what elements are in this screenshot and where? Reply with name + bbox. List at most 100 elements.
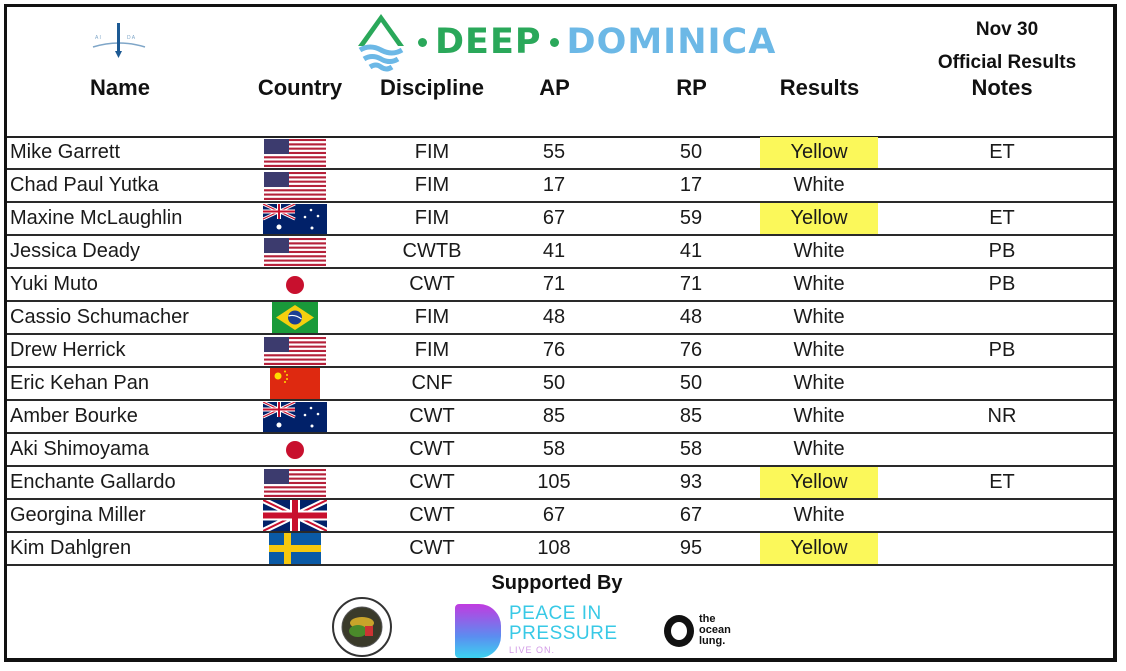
notes xyxy=(952,368,1052,399)
aida-logo-icon: A I D A xyxy=(92,23,146,58)
notes xyxy=(952,434,1052,465)
date-block: Nov 30 Official Results xyxy=(907,13,1107,79)
realized-performance: 67 xyxy=(679,504,703,526)
realized-performance: 50 xyxy=(679,141,703,163)
athlete-name: Chad Paul Yutka xyxy=(10,174,159,196)
col-header-name: Name xyxy=(90,75,150,100)
result-card: White xyxy=(793,306,845,328)
col-header-results: Results xyxy=(779,75,860,100)
ol-line1: the xyxy=(699,613,716,625)
discipline: CWT xyxy=(409,405,455,427)
result-card: Yellow xyxy=(760,533,878,564)
flag-us-icon xyxy=(263,170,327,201)
discipline: CWT xyxy=(409,273,455,295)
flag-jp-icon xyxy=(263,434,327,465)
pip-tagline: LIVE ON. xyxy=(509,645,556,655)
announced-performance: 67 xyxy=(542,207,566,229)
flag-jp-icon xyxy=(263,269,327,300)
table-row: Eric Kehan Pan CNF 50 50 White xyxy=(7,368,1113,401)
result-card: Yellow xyxy=(760,137,878,168)
results-sheet: A I D A DEEP DOMINICA Nov 30 Official Re… xyxy=(4,4,1117,662)
pip-line1: PEACE IN xyxy=(509,603,602,624)
discipline: CWTB xyxy=(402,240,462,262)
announced-performance: 17 xyxy=(542,174,566,196)
col-header-country: Country xyxy=(257,75,343,100)
official-results-label: Official Results xyxy=(937,52,1077,73)
table-row: Drew Herrick FIM 76 76 White PB xyxy=(7,335,1113,368)
realized-performance: 48 xyxy=(679,306,703,328)
realized-performance: 17 xyxy=(679,174,703,196)
realized-performance: 59 xyxy=(679,207,703,229)
notes xyxy=(952,500,1052,531)
announced-performance: 76 xyxy=(542,339,566,361)
announced-performance: 41 xyxy=(542,240,566,262)
discipline: FIM xyxy=(414,141,450,163)
athlete-name: Jessica Deady xyxy=(10,240,141,262)
svg-text:A I: A I xyxy=(95,35,101,41)
result-card: White xyxy=(793,339,845,361)
realized-performance: 95 xyxy=(679,537,703,559)
discipline: FIM xyxy=(414,339,450,361)
table-row: Chad Paul Yutka FIM 17 17 White xyxy=(7,170,1113,203)
flag-us-icon xyxy=(263,137,327,168)
notes: PB xyxy=(988,273,1016,295)
athlete-name: Georgina Miller xyxy=(10,504,146,526)
flag-au-icon xyxy=(263,401,327,432)
results-table: Mike Garrett FIM 55 50 Yellow ET Chad Paul Yut… xyxy=(7,137,1113,566)
table-row: Jessica Deady CWTB 41 41 White PB xyxy=(7,236,1113,269)
table-row: Kim Dahlgren CWT 108 95 Yellow xyxy=(7,533,1113,566)
athlete-name: Enchante Gallardo xyxy=(10,471,176,493)
result-card: White xyxy=(793,174,845,196)
notes: ET xyxy=(989,141,1015,163)
table-row: Enchante Gallardo CWT 105 93 Yellow ET xyxy=(7,467,1113,500)
ocean-lung-ring-icon xyxy=(664,614,694,647)
ol-line3: lung. xyxy=(699,635,726,647)
realized-performance: 71 xyxy=(679,273,703,295)
announced-performance: 50 xyxy=(542,372,566,394)
discipline: CNF xyxy=(411,372,453,394)
table-row: Yuki Muto CWT 71 71 White PB xyxy=(7,269,1113,302)
sponsors-footer: Supported By PEACE IN PRESSURE LIVE ON. … xyxy=(7,570,1113,661)
announced-performance: 58 xyxy=(542,438,566,460)
flag-au-icon xyxy=(263,203,327,234)
notes: PB xyxy=(988,339,1016,361)
table-row: Cassio Schumacher FIM 48 48 White xyxy=(7,302,1113,335)
peace-in-pressure-logo: PEACE IN PRESSURE LIVE ON. xyxy=(455,604,618,658)
nature-island-dive-logo-icon xyxy=(332,597,392,657)
notes xyxy=(952,533,1052,564)
discipline: CWT xyxy=(409,537,455,559)
sheet-header: A I D A DEEP DOMINICA Nov 30 Official Re… xyxy=(7,7,1113,138)
realized-performance: 58 xyxy=(679,438,703,460)
athlete-name: Mike Garrett xyxy=(10,141,121,163)
athlete-name: Drew Herrick xyxy=(10,339,126,361)
col-header-discipline: Discipline xyxy=(380,75,484,100)
flag-us-icon xyxy=(263,236,327,267)
flag-gb-icon xyxy=(263,500,327,531)
athlete-name: Cassio Schumacher xyxy=(10,306,189,328)
brand-dot xyxy=(549,37,559,47)
deep-dominica-logo: DEEP DOMINICA xyxy=(352,9,776,75)
announced-performance: 108 xyxy=(537,537,571,559)
discipline: CWT xyxy=(409,504,455,526)
table-row: Amber Bourke CWT 85 85 White NR xyxy=(7,401,1113,434)
announced-performance: 55 xyxy=(542,141,566,163)
flag-us-icon xyxy=(263,467,327,498)
notes xyxy=(952,302,1052,333)
pip-line2: PRESSURE xyxy=(509,623,618,644)
athlete-name: Aki Shimoyama xyxy=(10,438,149,460)
discipline: FIM xyxy=(414,207,450,229)
flag-us-icon xyxy=(263,335,327,366)
table-row: Aki Shimoyama CWT 58 58 White xyxy=(7,434,1113,467)
brand-dot xyxy=(418,37,427,47)
date-label: Nov 30 xyxy=(975,19,1039,40)
result-card: Yellow xyxy=(760,203,878,234)
result-card: Yellow xyxy=(760,467,878,498)
col-header-ap: AP xyxy=(539,75,570,100)
athlete-name: Yuki Muto xyxy=(10,273,98,295)
ol-line2: ocean xyxy=(699,624,731,636)
result-card: White xyxy=(793,240,845,262)
discipline: CWT xyxy=(409,471,455,493)
realized-performance: 93 xyxy=(679,471,703,493)
table-row: Mike Garrett FIM 55 50 Yellow ET xyxy=(7,137,1113,170)
realized-performance: 41 xyxy=(679,240,703,262)
